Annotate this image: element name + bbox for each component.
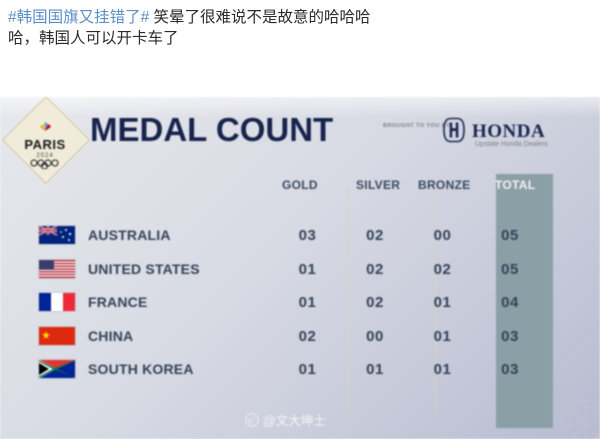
svg-text:HONDA: HONDA [472, 121, 545, 142]
